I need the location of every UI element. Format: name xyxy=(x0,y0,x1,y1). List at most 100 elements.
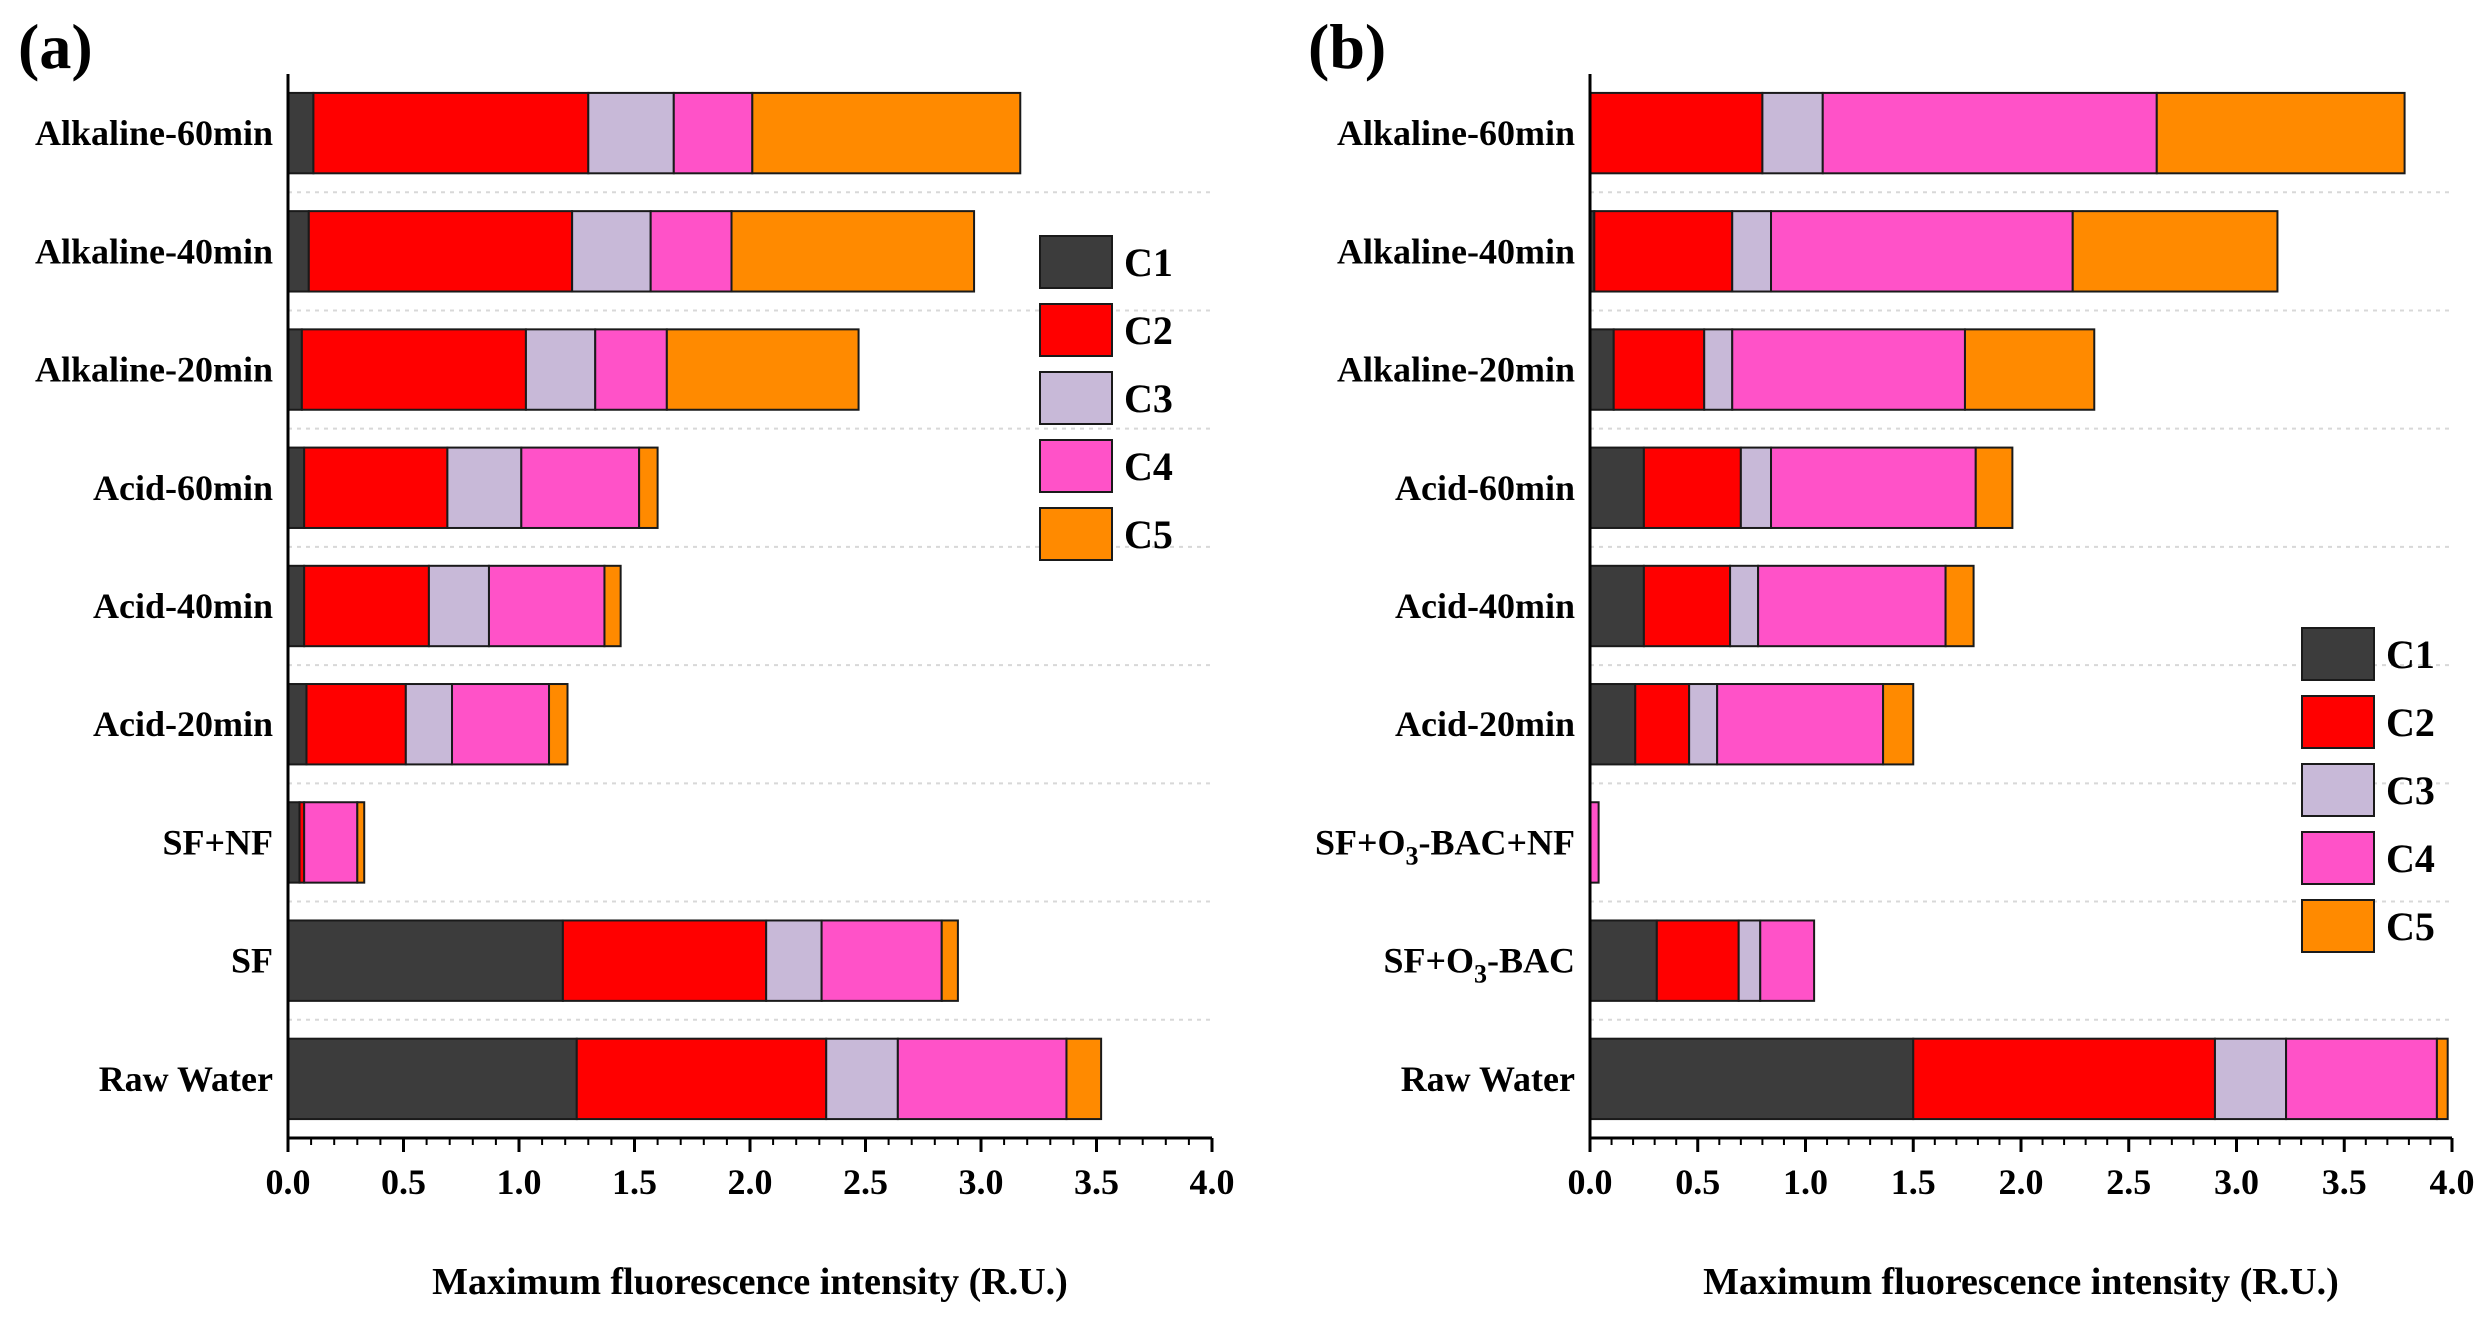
bar-c4 xyxy=(520,446,641,529)
legend-swatch xyxy=(2301,627,2375,681)
x-tick-label: 3.0 xyxy=(959,1162,1004,1202)
bar-c3 xyxy=(571,210,652,293)
legend-label: C3 xyxy=(2386,768,2435,813)
bar-c1 xyxy=(287,564,306,648)
legend-swatch xyxy=(2301,695,2375,749)
bar-c1 xyxy=(1589,1037,1915,1121)
x-tick-label: 1.5 xyxy=(612,1162,657,1202)
bar-c4 xyxy=(649,210,733,293)
bar-c2 xyxy=(303,446,449,529)
bar-c5 xyxy=(548,683,569,766)
bar-c1 xyxy=(1589,564,1645,648)
bar-c2 xyxy=(300,328,527,411)
category-label: SF+O3-BAC+NF xyxy=(1315,822,1575,870)
x-tick-label: 0.5 xyxy=(1675,1162,1720,1202)
x-tick-label: 2.0 xyxy=(1999,1162,2044,1202)
x-axis-title: Maximum fluorescence intensity (R.U.) xyxy=(1703,1261,2339,1303)
bar-c3 xyxy=(2213,1037,2288,1121)
bar-c1 xyxy=(287,210,310,293)
legend-swatch xyxy=(1039,507,1113,561)
bar-c2 xyxy=(312,91,590,175)
bar-c2 xyxy=(305,683,407,766)
bar-c4 xyxy=(2285,1037,2438,1121)
bar-c3 xyxy=(1703,328,1734,411)
category-label: Acid-40min xyxy=(93,586,273,626)
bar-c4 xyxy=(672,91,754,175)
x-tick-label: 4.0 xyxy=(1190,1162,1235,1202)
bar-c4 xyxy=(1757,564,1947,648)
category-label: Acid-40min xyxy=(1395,586,1575,626)
bar-c3 xyxy=(825,1037,899,1121)
legend-label: C2 xyxy=(2386,700,2435,745)
category-label: Alkaline-60min xyxy=(1337,113,1575,153)
bar-c4 xyxy=(451,683,551,766)
x-tick-label: 3.5 xyxy=(2322,1162,2367,1202)
x-tick-label: 1.0 xyxy=(1783,1162,1828,1202)
bar-c2 xyxy=(1634,683,1691,766)
category-label: SF+NF xyxy=(162,822,273,862)
bar-c5 xyxy=(2071,210,2279,293)
bar-c3 xyxy=(524,328,597,411)
bar-c3 xyxy=(427,564,490,648)
bar-c3 xyxy=(404,683,454,766)
bar-c3 xyxy=(765,919,823,1002)
panel-label: (a) xyxy=(18,11,93,82)
bar-c5 xyxy=(2155,91,2406,175)
bar-c3 xyxy=(1739,446,1773,529)
legend-label: C1 xyxy=(2386,632,2435,677)
category-label: SF xyxy=(231,941,273,981)
x-tick-label: 3.5 xyxy=(1074,1162,1119,1202)
bar-c1 xyxy=(1589,328,1615,411)
bar-c1 xyxy=(1589,919,1658,1002)
bar-c3 xyxy=(587,91,675,175)
bar-c4 xyxy=(1759,919,1816,1002)
category-label: Alkaline-40min xyxy=(1337,231,1575,271)
legend-label: C2 xyxy=(1124,308,1173,353)
x-tick-label: 0.5 xyxy=(381,1162,426,1202)
bar-c2 xyxy=(307,210,574,293)
legend-swatch xyxy=(1039,439,1113,493)
legend-label: C1 xyxy=(1124,240,1173,285)
bar-c2 xyxy=(1642,564,1732,648)
bar-c4 xyxy=(820,919,943,1002)
category-label: Alkaline-60min xyxy=(35,113,273,153)
bar-c1 xyxy=(287,91,315,175)
panel-a: (a) Alkaline-60min Alkaline-40min Alkaline-… xyxy=(18,11,1235,1303)
bar-c4 xyxy=(896,1037,1068,1121)
legend-label: C4 xyxy=(1124,444,1173,489)
legend-label: C5 xyxy=(1124,512,1173,557)
category-label: Acid-60min xyxy=(1395,468,1575,508)
bar-c4 xyxy=(1770,210,2074,293)
bar-c3 xyxy=(1737,919,1762,1002)
bar-c5 xyxy=(638,446,659,529)
legend: C1 C2 C3 C4 C5 xyxy=(1039,235,1173,561)
bar-c2 xyxy=(1642,446,1742,529)
bar-c4 xyxy=(1770,446,1977,529)
bar-c5 xyxy=(1944,564,1975,648)
bar-c1 xyxy=(287,1037,578,1121)
category-label: Alkaline-20min xyxy=(35,350,273,390)
x-tick-label: 1.0 xyxy=(497,1162,542,1202)
bar-c5 xyxy=(1065,1037,1103,1121)
bar-c2 xyxy=(1593,210,1734,293)
bar-c5 xyxy=(751,91,1022,175)
legend-label: C4 xyxy=(2386,836,2435,881)
x-tick-label: 2.5 xyxy=(843,1162,888,1202)
bar-c2 xyxy=(1612,328,1706,411)
bar-c5 xyxy=(603,564,622,648)
legend-swatch xyxy=(2301,899,2375,953)
legend-swatch xyxy=(1039,371,1113,425)
x-tick-label: 1.5 xyxy=(1891,1162,1936,1202)
bar-c5 xyxy=(1974,446,2014,529)
bar-c5 xyxy=(356,801,366,884)
category-label: Acid-20min xyxy=(1395,704,1575,744)
legend-swatch xyxy=(1039,235,1113,289)
bar-c1 xyxy=(287,328,303,411)
bar-c4 xyxy=(594,328,668,411)
x-tick-label: 0.0 xyxy=(266,1162,311,1202)
x-tick-label: 2.5 xyxy=(2106,1162,2151,1202)
bar-c5 xyxy=(940,919,959,1002)
category-label: Raw Water xyxy=(1401,1059,1575,1099)
bar-c1 xyxy=(287,919,564,1002)
